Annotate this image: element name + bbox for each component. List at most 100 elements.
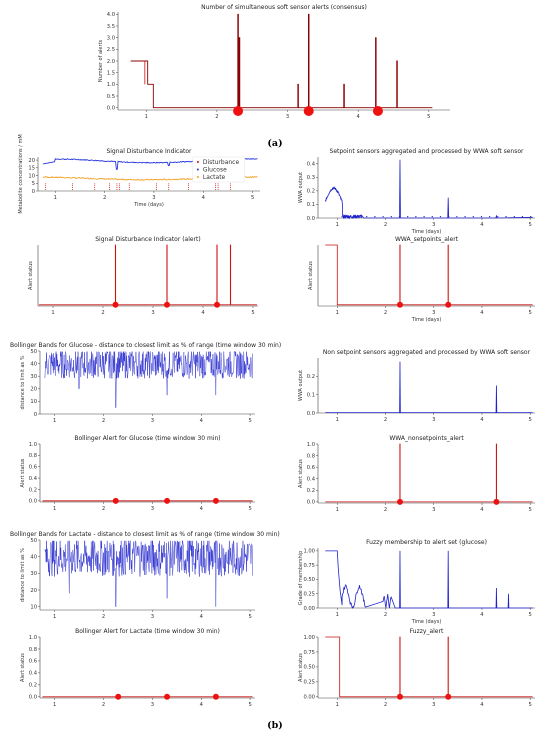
disturbance-point (72, 183, 74, 185)
disturbance-point (116, 188, 118, 190)
y-tick-label: 20 (28, 158, 35, 164)
series-line (325, 550, 533, 609)
y-tick-label: 0.4 (307, 477, 316, 483)
x-tick-label: 4 (357, 114, 361, 120)
data-point (390, 216, 392, 218)
x-axis-label: Time (days) (133, 202, 164, 208)
y-tick-label: 4.0 (107, 12, 115, 18)
x-tick-label: 1 (336, 222, 339, 228)
x-tick-label: 2 (103, 195, 106, 201)
disturbance-point (187, 185, 189, 187)
disturbance-point (44, 185, 46, 187)
y-tick-label: 0.6 (307, 465, 315, 471)
data-point (341, 216, 343, 218)
y-tick-label: 1.00 (303, 635, 315, 641)
alert-marker (212, 497, 219, 504)
data-point (431, 216, 433, 218)
x-tick-label: 1 (336, 612, 339, 618)
x-tick-label: 5 (529, 507, 532, 513)
x-tick-label: 1 (145, 114, 148, 120)
disturbance-point (94, 187, 96, 189)
chart-bollinger_lactate_alert: Bollinger Alert for Lactate (time window… (20, 628, 255, 708)
y-tick-label: 0.6 (29, 659, 37, 665)
x-tick-label: 4 (480, 310, 484, 316)
chart-title: Number of simultaneous soft sensor alert… (201, 4, 367, 11)
y-tick-label: 0.0 (29, 499, 37, 505)
y-tick-label: 0.4 (307, 162, 316, 168)
alert-marker (445, 301, 452, 308)
y-tick-label: 20 (30, 588, 37, 594)
x-tick-label: 2 (384, 417, 387, 423)
chart-title: Bollinger Bands for Lactate - distance t… (10, 531, 280, 538)
x-tick-label: 1 (53, 702, 56, 708)
y-axis-label: distance to limit as % (20, 548, 26, 602)
x-tick-label: 2 (384, 702, 387, 708)
chart-title: Signal Disturbance Indicator (alert) (95, 236, 201, 243)
disturbance-point (155, 188, 157, 190)
caption-b: (b) (267, 720, 283, 731)
series-line (44, 540, 253, 607)
x-tick-label: 2 (384, 222, 387, 228)
disturbance-point (229, 183, 231, 185)
disturbance-point (109, 185, 111, 187)
x-tick-label: 3 (432, 310, 435, 316)
data-point (374, 216, 376, 218)
series-line (39, 244, 257, 306)
x-tick-label: 3 (432, 417, 435, 423)
legend-label: Glucose (203, 167, 227, 174)
disturbance-point (217, 187, 219, 189)
series-line (325, 244, 533, 306)
x-tick-label: 2 (102, 418, 105, 424)
data-point (439, 216, 442, 218)
disturbance-point (215, 185, 217, 187)
y-tick-label: 0.5 (107, 94, 115, 100)
y-tick-label: 0.0 (307, 411, 315, 417)
x-tick-label: 2 (384, 507, 387, 513)
y-tick-label: 1.0 (307, 442, 315, 448)
data-point (521, 216, 524, 218)
x-tick-label: 2 (101, 310, 104, 316)
disturbance-point (215, 188, 217, 190)
x-tick-label: 3 (151, 702, 154, 708)
x-axis-label: Time (days) (411, 619, 442, 625)
legend-label: Disturbance (203, 159, 240, 166)
data-point (464, 216, 466, 218)
series-line (325, 443, 533, 503)
y-tick-label: 0.0 (29, 695, 37, 701)
disturbance-point (109, 188, 111, 190)
chart-title: Signal Disturbance Indicator (106, 148, 192, 155)
y-tick-label: 1.5 (107, 70, 115, 76)
disturbance-point (72, 187, 74, 189)
disturbance-point (187, 188, 189, 190)
y-tick-label: 2.5 (107, 47, 115, 53)
y-tick-label: 3.0 (107, 35, 115, 41)
chart-consensus: Number of simultaneous soft sensor alert… (98, 4, 450, 120)
y-tick-label: 30 (30, 374, 37, 380)
y-axis-label: Alert status (28, 261, 34, 290)
y-tick-label: 0.75 (303, 563, 315, 569)
y-tick-label: 0 (32, 189, 35, 195)
x-tick-label: 1 (53, 506, 56, 512)
disturbance-point (229, 188, 231, 190)
disturbance-point (217, 188, 219, 190)
y-axis-label: Alert status (20, 653, 26, 682)
y-tick-label: 10 (30, 399, 37, 405)
series-line (130, 13, 433, 109)
disturbance-point (187, 183, 189, 185)
y-axis-label: Number of alerts (98, 39, 104, 82)
y-tick-label: 30 (30, 571, 37, 577)
disturbance-point (116, 187, 118, 189)
alert-marker (303, 106, 314, 116)
y-tick-label: 40 (30, 361, 37, 367)
chart-title: Bollinger Alert for Glucose (time window… (74, 435, 220, 442)
disturbance-point (109, 183, 111, 185)
x-tick-label: 5 (251, 195, 254, 201)
y-tick-label: 3.5 (107, 24, 115, 30)
x-tick-label: 1 (336, 507, 339, 513)
x-tick-label: 3 (286, 114, 289, 120)
chart-title: Bollinger Alert for Lactate (time window… (75, 628, 220, 635)
y-tick-label: 0.3 (307, 175, 315, 181)
x-tick-label: 1 (53, 418, 56, 424)
alert-marker (445, 693, 452, 700)
data-point (398, 216, 401, 218)
